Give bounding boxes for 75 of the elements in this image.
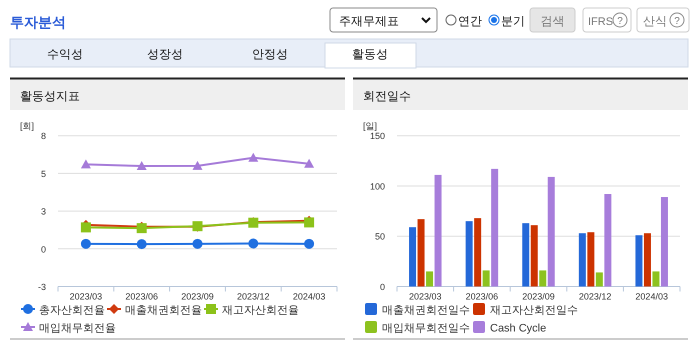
bar bbox=[426, 271, 434, 286]
legend-label: Cash Cycle bbox=[490, 322, 546, 334]
bar bbox=[604, 194, 612, 286]
bar bbox=[539, 270, 546, 286]
text: 연간 bbox=[458, 14, 482, 28]
bar bbox=[578, 233, 586, 286]
point bbox=[192, 160, 202, 170]
bar bbox=[587, 232, 594, 286]
bar bbox=[530, 225, 538, 286]
point bbox=[136, 239, 147, 250]
legend-label: 재고자산회전일수 bbox=[490, 304, 578, 316]
bar bbox=[660, 197, 668, 286]
point bbox=[80, 159, 91, 168]
y-axis-title: [회] bbox=[20, 121, 34, 131]
x-tick-label: 2023/03 bbox=[409, 292, 442, 302]
text: 산식 bbox=[643, 14, 667, 28]
bar bbox=[635, 235, 642, 286]
bar bbox=[491, 168, 498, 286]
y-tick-label: 0 bbox=[380, 282, 385, 292]
point bbox=[80, 238, 91, 249]
x-tick-label: 2023/12 bbox=[578, 292, 612, 302]
y-axis-title: [일] bbox=[363, 121, 378, 131]
legend-label: 총자산회전율 bbox=[39, 304, 105, 316]
bar bbox=[482, 270, 490, 286]
y-tick-label: 100 bbox=[370, 181, 385, 192]
x-tick-label: 2023/12 bbox=[237, 292, 270, 302]
legend-label: 매출채권회전율 bbox=[125, 304, 202, 316]
y-tick-label: -3 bbox=[38, 282, 46, 292]
x-tick-label: 2023/09 bbox=[181, 292, 214, 302]
text: ? bbox=[617, 16, 624, 27]
text: IFRS bbox=[588, 16, 614, 28]
point bbox=[248, 238, 258, 249]
x-tick-label: 2023/06 bbox=[125, 292, 158, 302]
point bbox=[304, 238, 314, 249]
y-tick-label: 150 bbox=[370, 131, 385, 142]
bar bbox=[434, 174, 442, 286]
x-tick-label: 2024/03 bbox=[635, 292, 668, 302]
bar bbox=[418, 219, 425, 286]
y-tick-label: 50 bbox=[374, 232, 385, 242]
text: 분기 bbox=[501, 14, 525, 28]
text: ? bbox=[674, 16, 680, 27]
bar bbox=[652, 271, 660, 286]
chart-title: 회전일수 bbox=[363, 89, 411, 103]
legend-label: 매입채무회전율 bbox=[39, 322, 116, 334]
y-tick-label: 8 bbox=[40, 131, 46, 142]
x-tick-label: 2023/06 bbox=[466, 292, 498, 302]
point bbox=[192, 238, 202, 249]
bar bbox=[548, 176, 555, 286]
y-tick-label: 0 bbox=[40, 244, 46, 254]
point bbox=[248, 152, 258, 162]
bar bbox=[466, 221, 473, 286]
text: 성장성 bbox=[147, 47, 183, 61]
point bbox=[136, 161, 147, 170]
bar bbox=[474, 218, 482, 286]
y-tick-label: 5 bbox=[40, 168, 46, 179]
text: 주재무제표 bbox=[339, 14, 399, 28]
bar bbox=[409, 227, 416, 286]
bar bbox=[644, 233, 651, 286]
x-tick-label: 2023/09 bbox=[522, 292, 555, 302]
chart-title: 활동성지표 bbox=[20, 89, 80, 103]
legend-label: 매출채권회전일수 bbox=[382, 304, 470, 316]
point bbox=[80, 222, 91, 232]
bar bbox=[596, 272, 603, 286]
bar bbox=[522, 223, 530, 286]
text: 활동성 bbox=[352, 47, 388, 61]
legend-label: 재고자산회전율 bbox=[222, 304, 299, 316]
text: 검색 bbox=[540, 14, 564, 28]
legend-label: 매입채무회전일수 bbox=[382, 322, 470, 334]
text: 수익성 bbox=[47, 47, 83, 61]
text: 투자분석 bbox=[10, 14, 66, 30]
x-tick-label: 2024/03 bbox=[292, 292, 326, 302]
point bbox=[304, 158, 314, 168]
x-tick-label: 2023/03 bbox=[70, 292, 102, 302]
text: 안정성 bbox=[252, 47, 288, 61]
y-tick-label: 3 bbox=[40, 206, 46, 217]
